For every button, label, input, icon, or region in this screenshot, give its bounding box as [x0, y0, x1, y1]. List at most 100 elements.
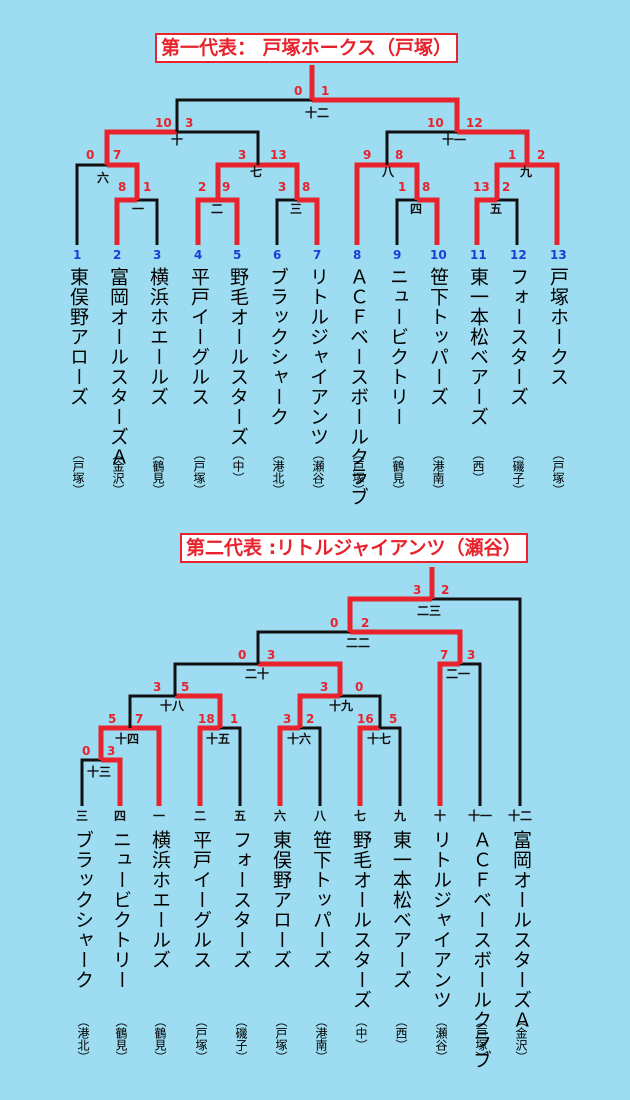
b2-game-number: 十四 [115, 732, 140, 746]
b2-team-area: （戸塚） [474, 1015, 488, 1063]
b2-line [277, 725, 300, 806]
b2-line [460, 662, 482, 806]
b2-game-number: 十三 [87, 765, 112, 779]
b2-score: 0 [82, 744, 91, 758]
b2-score: 16 [357, 712, 374, 726]
b2-score: 1 [230, 712, 239, 726]
b1-team-area: （戸塚） [71, 448, 85, 496]
b1-team-number: 5 [233, 248, 242, 262]
b2-team-number: 二 [194, 809, 207, 823]
b1-team-number: 10 [430, 248, 447, 262]
b2-team-name: 野毛オールスターズ [350, 830, 372, 1010]
b1-game-number: 五 [490, 202, 503, 216]
b1-line [137, 198, 159, 245]
b2-line [173, 662, 258, 696]
b2-team-area: （磯子） [234, 1015, 248, 1063]
b1-team-number: 11 [470, 248, 487, 262]
b1-line [417, 197, 440, 245]
b2-line [350, 629, 463, 664]
b1-score: 1 [321, 84, 330, 98]
b2-team-area: （中） [354, 1015, 368, 1051]
b2-team-number: 一 [153, 809, 166, 823]
b1-score: 13 [270, 148, 287, 162]
b1-team-name: 横浜ホエールズ [147, 267, 169, 407]
b2-team-area: （西） [394, 1015, 408, 1051]
b1-score: 10 [155, 116, 172, 130]
b1-line [195, 197, 218, 245]
b2-line [347, 596, 432, 632]
b2-team-number: 九 [394, 809, 407, 823]
b1-score: 8 [395, 148, 404, 162]
b2-line [128, 694, 175, 728]
b1-game-number: 十一 [442, 133, 467, 147]
b2-score: 0 [355, 680, 364, 694]
b1-team-name: 富岡オールスターズＡ [107, 267, 129, 467]
b2-line [175, 693, 223, 728]
b1-score: 8 [118, 180, 127, 194]
b1-score: 12 [466, 116, 483, 130]
b2-score: 5 [389, 712, 398, 726]
b1-team-area: （港北） [271, 448, 285, 496]
b1-line [107, 162, 140, 200]
b1-team-name: ブラックシャーク [267, 267, 289, 427]
b2-game-number: 二三 [417, 604, 442, 618]
b1-score: 2 [502, 180, 511, 194]
b1-line [218, 197, 240, 245]
b2-line [258, 661, 343, 696]
b2-line [130, 725, 162, 806]
b1-team-number: 3 [153, 248, 162, 262]
b1-line [297, 197, 320, 245]
b1-line [497, 198, 519, 245]
b2-line [300, 726, 322, 806]
b1-game-number: 十二 [305, 106, 330, 120]
b2-team-number: 三 [76, 809, 89, 823]
b2-score: 7 [135, 712, 144, 726]
b1-line [312, 97, 460, 132]
b1-line [75, 163, 107, 245]
b2-score: 5 [181, 680, 190, 694]
b2-team-area: （戸塚） [274, 1015, 288, 1063]
b1-team-number: 13 [550, 248, 567, 262]
b2-score: 18 [198, 712, 215, 726]
b2-game-number: 十六 [287, 732, 312, 746]
b1-line [258, 162, 300, 200]
b1-game-number: 一 [132, 202, 145, 216]
b2-score: 3 [413, 583, 422, 597]
b1-game-number: 二 [211, 202, 224, 216]
b1-score: 1 [508, 148, 517, 162]
b1-line [114, 197, 137, 245]
b1-team-name: ＡＣＦベースボールクラブ [347, 267, 369, 507]
b2-score: 0 [238, 648, 247, 662]
b1-line [104, 129, 177, 165]
b2-team-name: リトルジャイアンツ [430, 830, 452, 1010]
b2-score: 3 [107, 744, 116, 758]
b1-line [457, 129, 530, 165]
b1-line [175, 98, 312, 132]
b2-team-name: 東一本松ベアーズ [390, 830, 412, 990]
b2-team-area: （鶴見） [153, 1015, 167, 1063]
b2-score: 3 [153, 680, 162, 694]
b1-score: 2 [198, 180, 207, 194]
b2-team-number: 十一 [468, 809, 493, 823]
b1-line [215, 162, 258, 200]
b1-team-number: 9 [393, 248, 402, 262]
b2-team-number: 七 [354, 809, 367, 823]
b2-line [380, 726, 402, 806]
b1-team-area: （西） [471, 448, 485, 484]
b1-team-area: （中） [231, 448, 245, 484]
b2-team-name: 平戸イーグルス [190, 830, 212, 970]
b1-line [177, 130, 260, 165]
b2-line [437, 661, 460, 806]
b1-team-number: 6 [273, 248, 282, 262]
b2-game-number: 十九 [329, 699, 354, 713]
b1-team-name: フォースターズ [507, 267, 529, 407]
b2-team-area: （港北） [76, 1015, 90, 1063]
first-representative-title: 第一代表： 戸塚ホークス（戸塚） [155, 33, 459, 63]
b2-team-area: （金沢） [514, 1015, 528, 1063]
b1-team-name: 平戸イーグルス [188, 267, 210, 407]
b2-score: 3 [267, 648, 276, 662]
b2-line [432, 597, 522, 806]
b1-game-number: 八 [382, 165, 395, 179]
b2-score: 5 [108, 712, 117, 726]
